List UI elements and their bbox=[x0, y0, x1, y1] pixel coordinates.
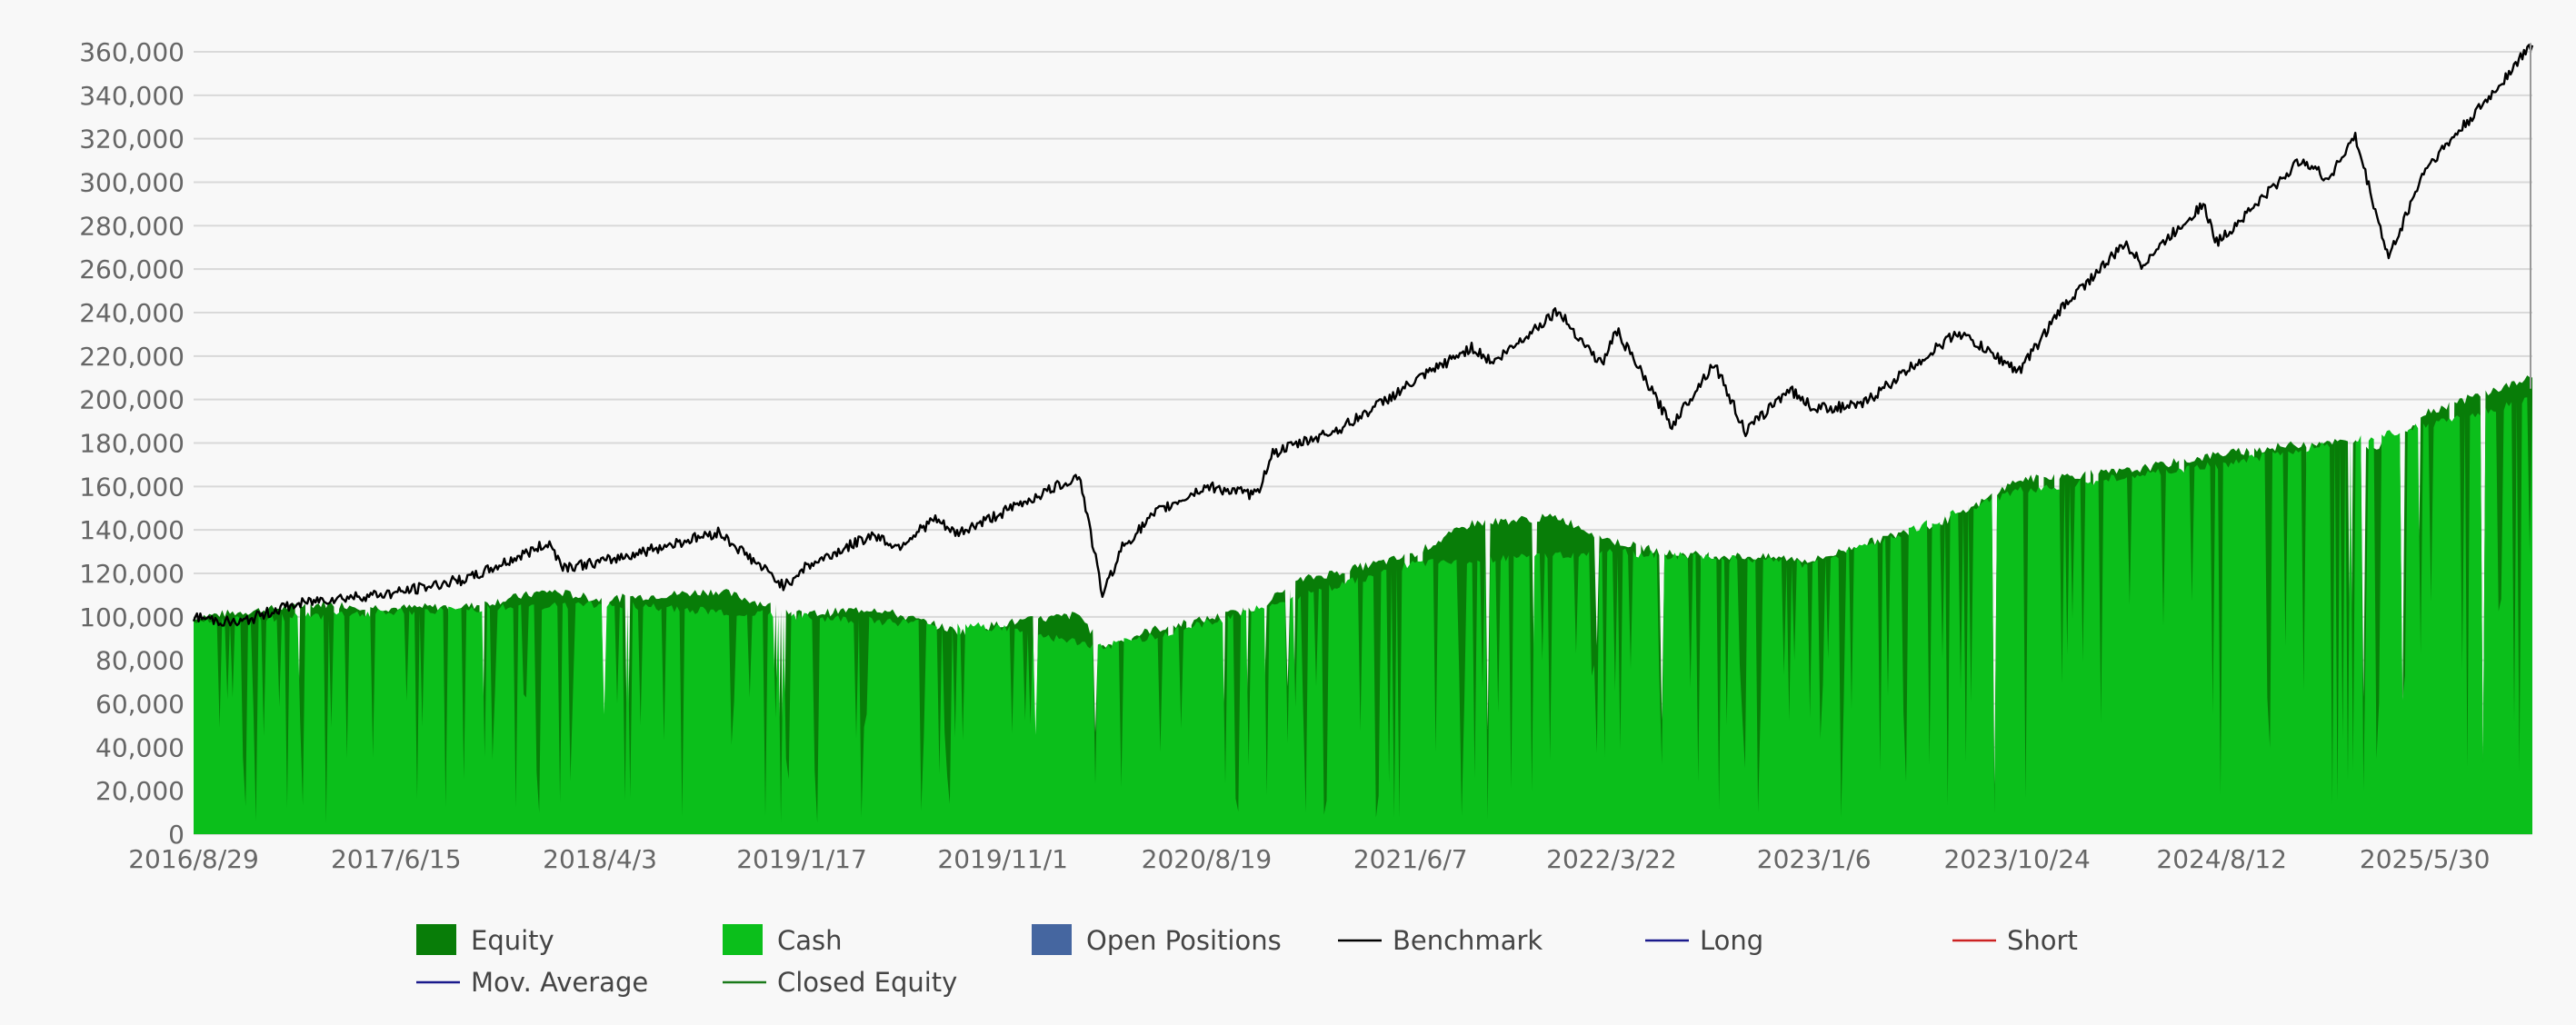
y-tick-label: 40,000 bbox=[95, 732, 185, 762]
y-tick-label: 60,000 bbox=[95, 690, 185, 720]
legend-swatch bbox=[416, 924, 456, 955]
legend-item[interactable]: Open Positions bbox=[1032, 924, 1282, 956]
legend-item[interactable]: Benchmark bbox=[1338, 925, 1543, 956]
x-tick-label: 2021/6/7 bbox=[1353, 844, 1468, 874]
legend-label: Cash bbox=[777, 925, 843, 956]
legend-label: Closed Equity bbox=[777, 967, 957, 998]
x-tick-label: 2022/3/22 bbox=[1546, 844, 1677, 874]
x-tick-label: 2023/10/24 bbox=[1943, 844, 2090, 874]
area-series bbox=[194, 375, 2532, 834]
legend-label: Mov. Average bbox=[471, 967, 648, 998]
axes: 0 20,000 40,000 60,000 80,000 100,000 120,000 1… bbox=[79, 37, 2490, 874]
x-tick-label: 2019/11/1 bbox=[937, 844, 1068, 874]
legend-item[interactable]: Closed Equity bbox=[723, 967, 957, 998]
legend-label: Short bbox=[2007, 925, 2078, 956]
y-tick-label: 220,000 bbox=[79, 342, 185, 372]
y-tick-label: 300,000 bbox=[79, 168, 185, 198]
y-tick-label: 280,000 bbox=[79, 211, 185, 241]
y-tick-label: 260,000 bbox=[79, 254, 185, 284]
x-tick-label: 2025/5/30 bbox=[2360, 844, 2491, 874]
x-tick-label: 2019/1/17 bbox=[736, 844, 867, 874]
x-tick-label: 2020/8/19 bbox=[1142, 844, 1273, 874]
line-series bbox=[192, 43, 2534, 627]
y-tick-label: 360,000 bbox=[79, 37, 185, 67]
y-tick-label: 240,000 bbox=[79, 298, 185, 328]
x-tick-label: 2023/1/6 bbox=[1757, 844, 1872, 874]
legend-item[interactable]: Short bbox=[1952, 925, 2078, 956]
y-tick-label: 120,000 bbox=[79, 559, 185, 589]
x-tick-label: 2016/8/29 bbox=[128, 844, 259, 874]
y-tick-label: 160,000 bbox=[79, 472, 185, 502]
y-tick-label: 80,000 bbox=[95, 646, 185, 676]
y-tick-label: 0 bbox=[168, 820, 185, 850]
y-tick-label: 140,000 bbox=[79, 515, 185, 545]
y-tick-label: 20,000 bbox=[95, 776, 185, 806]
x-tick-label: 2017/6/15 bbox=[331, 844, 462, 874]
legend-item[interactable]: Equity bbox=[416, 924, 554, 956]
y-tick-label: 340,000 bbox=[79, 81, 185, 111]
benchmark-line bbox=[192, 44, 2534, 627]
legend-item[interactable]: Cash bbox=[723, 924, 843, 956]
x-tick-label: 2018/4/3 bbox=[543, 844, 657, 874]
legend-item[interactable]: Mov. Average bbox=[416, 967, 648, 998]
y-tick-label: 180,000 bbox=[79, 429, 185, 459]
y-tick-label: 200,000 bbox=[79, 385, 185, 415]
legend-swatch bbox=[1032, 924, 1072, 955]
y-tick-label: 320,000 bbox=[79, 124, 185, 154]
legend-label: Equity bbox=[471, 925, 554, 956]
y-tick-label: 100,000 bbox=[79, 602, 185, 632]
legend-label: Benchmark bbox=[1393, 925, 1543, 956]
legend-item[interactable]: Long bbox=[1645, 925, 1763, 956]
legend: Equity Cash Open Positions Benchmark Long Sho… bbox=[416, 924, 2078, 998]
legend-swatch bbox=[723, 924, 763, 955]
x-tick-label: 2024/8/12 bbox=[2156, 844, 2287, 874]
cash-area bbox=[194, 396, 2532, 834]
legend-label: Long bbox=[1700, 925, 1763, 956]
legend-label: Open Positions bbox=[1086, 925, 1282, 956]
